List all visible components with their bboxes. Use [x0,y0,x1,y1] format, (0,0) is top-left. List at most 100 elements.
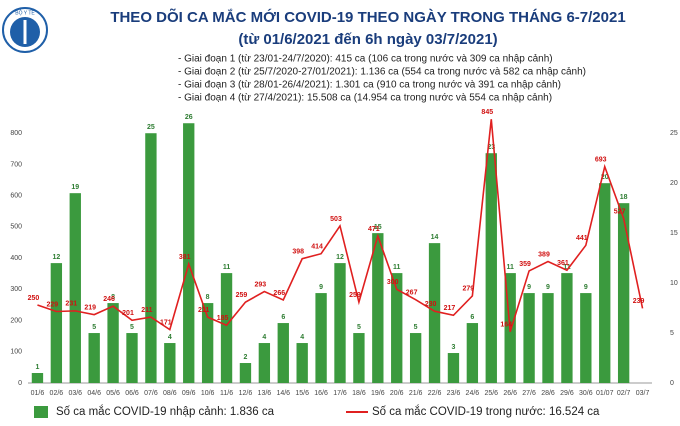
y-tick-label: 100 [10,349,22,356]
bar [201,303,214,383]
bar [485,153,497,383]
line-label: 266 [273,290,285,297]
y-tick-label: 500 [10,224,22,231]
x-tick-label: 29/6 [560,390,574,397]
bar-label: 3 [452,344,456,351]
line-label: 293 [255,281,267,288]
bar-label: 5 [130,324,134,331]
line-label: 239 [633,298,645,305]
bar [183,123,195,383]
y-tick-label: 800 [10,130,22,137]
line-label: 259 [349,292,361,299]
y-tick-label: 600 [10,193,22,200]
x-tick-label: 02/6 [50,390,64,397]
y-tick-label: 200 [10,317,22,324]
bar-label: 20 [601,174,609,181]
line-label: 230 [425,301,437,308]
y-tick-label: 0 [18,380,22,387]
x-tick-label: 28/6 [541,390,555,397]
annotation: - Giai đoạn 3 (từ 28/01-26/4/2021): 1.30… [178,80,561,91]
bar [107,303,119,383]
line-label: 361 [557,260,569,267]
bar [50,263,63,383]
line-label: 471 [368,226,380,233]
bar [561,273,573,383]
bar-label: 15 [374,224,382,231]
x-tick-label: 13/6 [258,390,272,397]
bar-label: 19 [71,184,79,191]
bar [126,333,138,383]
x-tick-label: 23/6 [447,390,461,397]
bar [353,333,365,383]
x-tick-label: 26/6 [503,390,517,397]
line-label: 259 [236,292,248,299]
bar [69,193,81,383]
line-label: 267 [406,289,418,296]
line-label: 164 [500,322,512,329]
x-tick-label: 22/6 [428,390,442,397]
y2-tick-label: 0 [670,380,674,387]
x-tick-label: 21/6 [409,390,423,397]
legend-swatch [34,406,48,418]
line-label: 398 [292,249,304,256]
y2-tick-label: 15 [670,230,678,237]
bar [428,243,441,383]
line-label: 217 [444,305,456,312]
x-tick-label: 15/6 [295,390,309,397]
x-tick-label: 01/07 [596,390,614,397]
bar-label: 9 [546,284,550,291]
x-tick-label: 20/6 [390,390,404,397]
bar [88,333,100,383]
logo-staff [23,20,27,44]
bar [599,183,611,383]
x-tick-label: 25/6 [484,390,498,397]
bar-label: 11 [506,264,514,271]
line-label: 441 [576,235,588,242]
bar-label: 23 [487,144,495,151]
logo: BỘ Y TẾ [2,7,48,53]
bar-label: 5 [92,324,96,331]
line-label: 171 [160,319,172,326]
annotation: - Giai đoạn 1 (từ 23/01-24/7/2020): 415 … [178,54,553,65]
y-tick-label: 700 [10,161,22,168]
line-label: 185 [217,315,229,322]
line-label: 527 [614,208,626,215]
line-label: 229 [47,301,59,308]
bar [277,323,289,383]
bar [296,343,308,383]
chart-subtitle: (từ 01/6/2021 đến 6h ngày 03/7/2021) [238,31,497,48]
x-tick-label: 07/6 [144,390,158,397]
bar [220,273,233,383]
line-label: 246 [103,296,115,303]
line-label: 211 [141,307,152,314]
bar-label: 14 [431,234,439,241]
bar-label: 4 [262,334,266,341]
line-label: 389 [538,251,550,258]
line-label: 211 [198,307,209,314]
bar [466,323,479,383]
x-tick-label: 16/6 [314,390,328,397]
bar [334,263,346,383]
x-tick-label: 05/6 [106,390,120,397]
line-label: 381 [179,254,191,261]
x-tick-label: 27/6 [522,390,536,397]
legend-label: Số ca mắc COVID-19 nhập cảnh: 1.836 ca [56,405,275,418]
bar [239,363,252,383]
x-tick-label: 17/6 [333,390,347,397]
bar-label: 8 [111,294,115,301]
bar-label: 5 [414,324,418,331]
bar [617,203,630,383]
bar-label: 1 [36,364,40,371]
line-label: 250 [28,295,40,302]
x-tick-label: 06/6 [125,390,139,397]
annotation: - Giai đoạn 4 (từ 27/4/2021): 15.508 ca … [178,93,552,104]
y2-tick-label: 20 [670,180,678,187]
x-tick-label: 18/6 [352,390,366,397]
logo-text: BỘ Y TẾ [15,9,35,16]
x-tick-label: 03/6 [68,390,82,397]
x-tick-label: 12/6 [239,390,253,397]
bar-label: 4 [300,334,304,341]
bar-label: 11 [223,264,231,271]
bar-label: 11 [393,264,401,271]
x-tick-label: 08/6 [163,390,177,397]
